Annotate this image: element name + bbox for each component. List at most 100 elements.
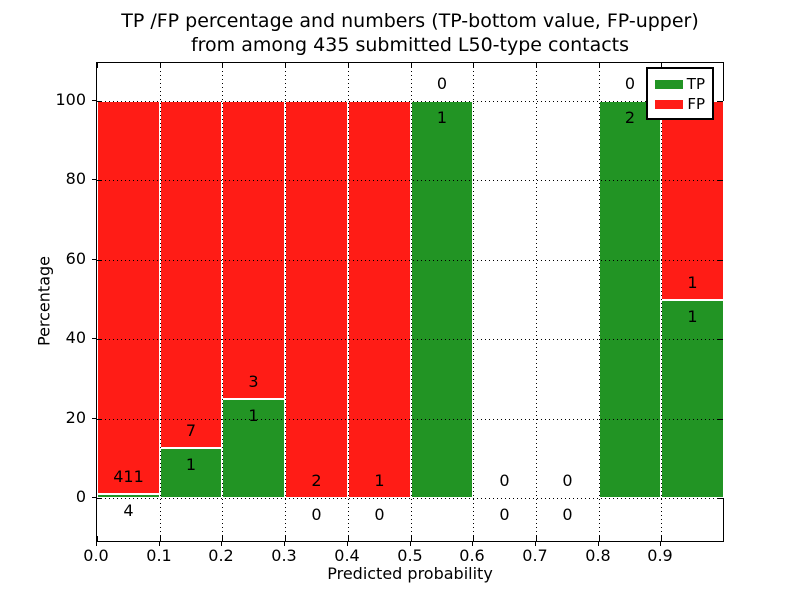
- legend-swatch-tp-icon: [655, 79, 683, 89]
- tp-count-label: 0: [311, 505, 322, 524]
- bar-segment-fp: [160, 101, 222, 448]
- x-tick-mark-outer: [159, 542, 160, 546]
- x-tick-mark-outer: [96, 542, 97, 546]
- y-tick-label: 60: [65, 249, 86, 268]
- x-gridline: [536, 63, 537, 541]
- x-gridline: [222, 63, 223, 541]
- fp-count-label: 0: [436, 74, 448, 93]
- legend: TP FP: [646, 67, 714, 120]
- x-tick-mark-top: [411, 63, 412, 68]
- fp-count-label: 1: [374, 471, 385, 490]
- y-tick-label: 100: [55, 90, 86, 109]
- y-tick-mark-left: [97, 339, 102, 340]
- tp-count-label: 1: [687, 307, 698, 326]
- y-tick-mark-outer: [92, 100, 96, 101]
- fp-count-label: 0: [499, 471, 510, 490]
- y-tick-label: 40: [65, 328, 86, 347]
- x-tick-mark-outer: [347, 542, 348, 546]
- x-gridline: [473, 63, 474, 541]
- x-tick-mark-top: [473, 63, 474, 68]
- tp-count-label: 0: [374, 505, 385, 524]
- fp-count-label: 411: [113, 467, 144, 486]
- y-tick-mark-left: [97, 180, 102, 181]
- bar-segment-fp: [285, 101, 348, 498]
- x-gridline: [160, 63, 161, 541]
- y-tick-label: 0: [75, 487, 86, 506]
- legend-row-tp: TP: [648, 74, 712, 94]
- x-tick-mark-outer: [598, 542, 599, 546]
- x-tick-mark-top: [536, 63, 537, 68]
- fp-count-label: 2: [311, 471, 322, 490]
- x-tick-mark-bottom: [599, 536, 600, 541]
- x-tick-label: 0.0: [83, 546, 109, 565]
- x-tick-label: 0.2: [208, 546, 234, 565]
- y-gridline: [97, 101, 723, 102]
- chart-title: TP /FP percentage and numbers (TP-bottom…: [96, 9, 724, 57]
- fp-count-label: 0: [624, 74, 636, 93]
- x-tick-label: 0.8: [585, 546, 611, 565]
- bar-segment-tp: [160, 448, 222, 498]
- x-tick-mark-bottom: [661, 536, 662, 541]
- y-tick-label: 20: [65, 408, 86, 427]
- y-tick-mark-right: [718, 339, 723, 340]
- x-gridline: [661, 63, 662, 541]
- x-tick-mark-outer: [535, 542, 536, 546]
- tp-count-label: 1: [185, 455, 197, 474]
- y-gridline: [97, 498, 723, 499]
- y-tick-mark-outer: [92, 259, 96, 260]
- y-tick-mark-outer: [92, 418, 96, 419]
- tp-count-label: 0: [499, 505, 510, 524]
- y-tick-mark-right: [718, 260, 723, 261]
- legend-label-fp: FP: [687, 94, 705, 113]
- x-tick-mark-outer: [660, 542, 661, 546]
- bar-segment-tp: [599, 101, 661, 498]
- chart-title-line1: TP /FP percentage and numbers (TP-bottom…: [121, 10, 699, 32]
- x-tick-mark-outer: [410, 542, 411, 546]
- y-gridline: [97, 260, 723, 261]
- tp-count-label: 1: [248, 406, 259, 425]
- legend-row-fp: FP: [648, 94, 712, 114]
- x-tick-label: 0.6: [459, 546, 485, 565]
- x-tick-mark-top: [599, 63, 600, 68]
- x-tick-label: 0.7: [522, 546, 548, 565]
- y-tick-mark-right: [718, 419, 723, 420]
- x-tick-mark-top: [348, 63, 349, 68]
- y-tick-label: 80: [65, 169, 86, 188]
- x-tick-mark-outer: [221, 542, 222, 546]
- fp-count-label: 3: [248, 372, 259, 391]
- x-tick-label: 0.3: [271, 546, 297, 565]
- x-tick-mark-outer: [472, 542, 473, 546]
- y-tick-mark-left: [97, 260, 102, 261]
- bar-segment-fp: [222, 101, 285, 399]
- x-tick-mark-bottom: [473, 536, 474, 541]
- y-tick-mark-right: [718, 498, 723, 499]
- y-gridline: [97, 419, 723, 420]
- x-gridline: [348, 63, 349, 541]
- x-gridline: [285, 63, 286, 541]
- bar-segment-tp: [411, 101, 473, 498]
- tp-count-label: 4: [123, 501, 134, 520]
- x-tick-mark-top: [285, 63, 286, 68]
- bar-segment-fp: [97, 101, 160, 494]
- tp-count-label: 2: [624, 108, 636, 127]
- x-tick-mark-bottom: [222, 536, 223, 541]
- y-tick-mark-outer: [92, 179, 96, 180]
- x-tick-label: 0.4: [334, 546, 360, 565]
- y-gridline: [97, 339, 723, 340]
- fp-count-label: 7: [185, 421, 197, 440]
- x-tick-mark-bottom: [285, 536, 286, 541]
- y-tick-mark-left: [97, 419, 102, 420]
- x-axis-label: Predicted probability: [327, 564, 493, 583]
- legend-label-tp: TP: [686, 74, 705, 93]
- bar-segment-tp: [97, 494, 160, 498]
- x-gridline: [599, 63, 600, 541]
- fp-count-label: 0: [562, 471, 573, 490]
- x-gridline: [411, 63, 412, 541]
- bar-segment-tp: [661, 300, 724, 498]
- tp-count-label: 0: [562, 505, 573, 524]
- y-tick-mark-outer: [92, 497, 96, 498]
- x-tick-mark-top: [661, 63, 662, 68]
- fp-count-label: 1: [687, 273, 698, 292]
- x-tick-label: 0.9: [647, 546, 673, 565]
- x-tick-mark-bottom: [348, 536, 349, 541]
